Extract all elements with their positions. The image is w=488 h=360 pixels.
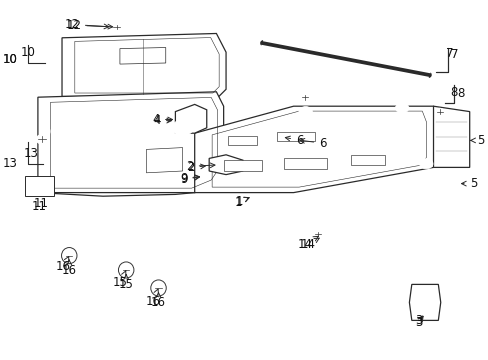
Text: 16: 16 <box>145 289 160 308</box>
Text: 10: 10 <box>21 46 36 59</box>
Circle shape <box>88 122 112 140</box>
Text: 16: 16 <box>56 257 71 273</box>
Text: 16: 16 <box>61 260 77 276</box>
Text: 8: 8 <box>449 86 457 99</box>
Text: 7: 7 <box>450 48 458 60</box>
Text: 11: 11 <box>32 201 47 213</box>
Text: 9: 9 <box>180 172 199 185</box>
Circle shape <box>67 153 91 171</box>
Text: 6: 6 <box>299 137 326 150</box>
Text: 10: 10 <box>2 53 17 66</box>
Polygon shape <box>120 48 165 64</box>
Polygon shape <box>408 284 440 320</box>
Polygon shape <box>38 92 223 193</box>
Text: 8: 8 <box>457 87 464 100</box>
Circle shape <box>169 150 190 166</box>
Circle shape <box>90 48 111 64</box>
Circle shape <box>395 103 408 113</box>
Polygon shape <box>433 106 469 167</box>
Circle shape <box>419 159 432 169</box>
Circle shape <box>183 114 198 125</box>
Circle shape <box>132 46 151 60</box>
Text: 5: 5 <box>470 134 483 147</box>
Polygon shape <box>62 33 225 96</box>
Circle shape <box>36 135 48 144</box>
Bar <box>276 132 315 141</box>
Circle shape <box>313 230 323 238</box>
Text: 10: 10 <box>2 53 17 66</box>
Text: 3: 3 <box>414 316 422 329</box>
Text: 13: 13 <box>23 147 38 159</box>
Circle shape <box>412 293 436 311</box>
Text: 13: 13 <box>2 157 17 170</box>
Text: 15: 15 <box>113 271 127 289</box>
Bar <box>228 136 257 145</box>
Circle shape <box>133 123 160 143</box>
Ellipse shape <box>61 248 77 264</box>
Polygon shape <box>25 176 54 196</box>
Circle shape <box>129 153 158 175</box>
Circle shape <box>111 23 121 31</box>
Polygon shape <box>194 106 437 193</box>
Text: 7: 7 <box>445 47 452 60</box>
Polygon shape <box>175 104 206 133</box>
Circle shape <box>171 48 188 61</box>
Text: 11: 11 <box>34 197 49 210</box>
Bar <box>351 155 385 165</box>
Text: 2: 2 <box>186 160 215 173</box>
Circle shape <box>299 94 309 101</box>
Circle shape <box>172 120 193 136</box>
Text: 15: 15 <box>119 275 133 291</box>
Bar <box>284 158 326 169</box>
Ellipse shape <box>150 280 166 296</box>
Text: 5: 5 <box>461 177 476 190</box>
Text: 1: 1 <box>234 196 248 209</box>
Ellipse shape <box>118 262 134 278</box>
Circle shape <box>434 108 443 115</box>
Text: 4: 4 <box>152 113 172 126</box>
Text: 4: 4 <box>153 114 171 127</box>
Polygon shape <box>146 148 182 173</box>
Text: 12: 12 <box>65 18 109 31</box>
Text: 2: 2 <box>187 161 205 174</box>
Text: 14: 14 <box>297 236 318 251</box>
Text: 14: 14 <box>300 238 319 251</box>
Polygon shape <box>209 155 243 175</box>
Text: 6: 6 <box>285 134 303 147</box>
Bar <box>223 160 262 171</box>
Text: 3: 3 <box>414 314 422 327</box>
Text: 16: 16 <box>151 293 165 309</box>
Circle shape <box>298 107 312 117</box>
Text: 9: 9 <box>180 173 199 186</box>
Text: 1: 1 <box>235 195 248 208</box>
Text: 12: 12 <box>66 19 112 32</box>
Circle shape <box>51 121 78 141</box>
